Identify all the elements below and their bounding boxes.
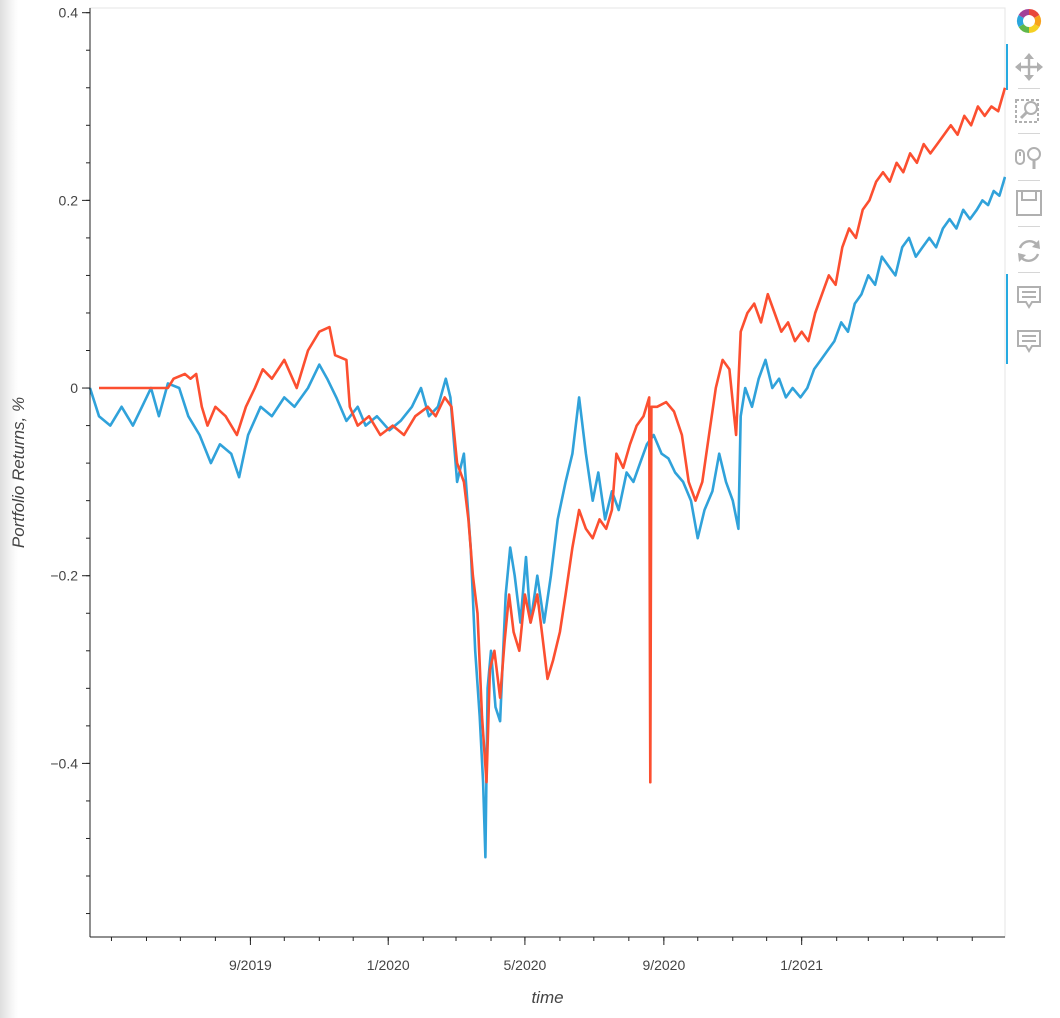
toolbar-separator — [1018, 88, 1040, 89]
toolbar-separator — [1018, 133, 1040, 134]
plot-toolbar — [1006, 0, 1052, 380]
y-axis: 0.4 0.2 0 −0.2 −0.4 — [50, 5, 91, 937]
x-axis: 9/2019 1/2020 5/2020 9/2020 1/2021 — [90, 936, 1005, 973]
hover-active-indicator — [1006, 274, 1008, 364]
box-zoom-icon[interactable] — [1012, 94, 1046, 128]
page-edge-shade — [0, 0, 18, 1018]
x-axis-label: time — [531, 988, 563, 1007]
wheel-zoom-icon[interactable] — [1012, 140, 1046, 174]
series-layer — [88, 87, 1006, 859]
y-tick-label: 0.4 — [59, 5, 79, 21]
save-icon[interactable] — [1012, 186, 1046, 220]
pan-icon[interactable] — [1012, 50, 1046, 84]
y-tick-label: 0.2 — [59, 192, 79, 208]
series-line-1[interactable] — [88, 176, 1006, 859]
plot-frame — [89, 7, 1006, 938]
toolbar-separator — [1018, 272, 1040, 273]
x-tick-label: 5/2020 — [503, 957, 546, 973]
bokeh-logo-icon[interactable] — [1012, 4, 1046, 38]
hover-icon[interactable] — [1012, 280, 1046, 314]
reset-icon[interactable] — [1012, 234, 1046, 268]
x-tick-label: 9/2019 — [229, 957, 272, 973]
series-line-2[interactable] — [99, 87, 1006, 784]
y-tick-label: −0.2 — [50, 568, 78, 584]
y-tick-label: 0 — [70, 380, 78, 396]
line-chart[interactable]: 0.4 0.2 0 −0.2 −0.4 9/2019 1/2020 5/2020 9/2020… — [0, 0, 1006, 1018]
y-axis-label: Portfolio Returns, % — [9, 397, 28, 548]
x-tick-label: 1/2020 — [367, 957, 410, 973]
pan-active-indicator — [1006, 44, 1008, 90]
hover-icon[interactable] — [1012, 324, 1046, 358]
x-tick-label: 9/2020 — [642, 957, 685, 973]
x-tick-label: 1/2021 — [780, 957, 823, 973]
y-tick-label: −0.4 — [50, 755, 78, 771]
toolbar-separator — [1018, 226, 1040, 227]
toolbar-separator — [1018, 180, 1040, 181]
